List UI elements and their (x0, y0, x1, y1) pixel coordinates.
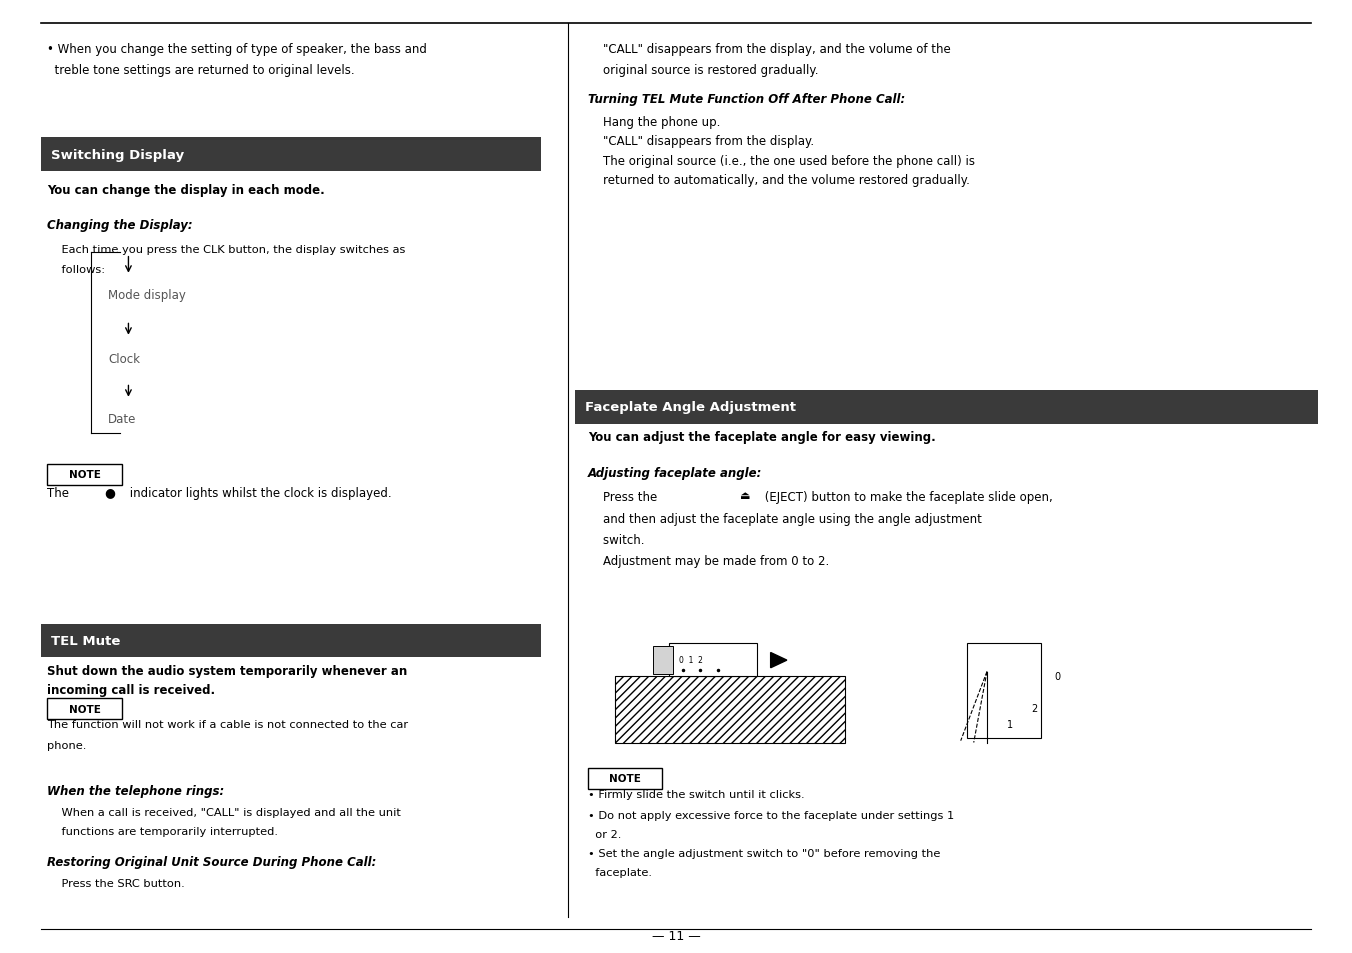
Text: switch.: switch. (588, 534, 645, 547)
Text: indicator lights whilst the clock is displayed.: indicator lights whilst the clock is dis… (126, 486, 391, 499)
Bar (47, 464, 122, 485)
Text: 2: 2 (1032, 703, 1038, 713)
Text: returned to automatically, and the volume restored gradually.: returned to automatically, and the volum… (588, 173, 969, 187)
Text: follows:: follows: (47, 265, 105, 274)
Text: TEL Mute: TEL Mute (51, 635, 120, 647)
Text: 1: 1 (1007, 720, 1014, 729)
Text: The original source (i.e., the one used before the phone call) is: The original source (i.e., the one used … (588, 154, 975, 168)
Text: • Do not apply excessive force to the faceplate under settings 1: • Do not apply excessive force to the fa… (588, 810, 955, 820)
Text: Turning TEL Mute Function Off After Phone Call:: Turning TEL Mute Function Off After Phon… (588, 92, 906, 106)
Bar (669, 643, 757, 677)
Text: • Set the angle adjustment switch to "0" before removing the: • Set the angle adjustment switch to "0"… (588, 848, 941, 858)
Text: 0: 0 (1055, 672, 1061, 681)
Text: original source is restored gradually.: original source is restored gradually. (588, 64, 818, 77)
Text: NOTE: NOTE (610, 774, 641, 783)
Bar (967, 643, 1041, 739)
Text: Shut down the audio system temporarily whenever an: Shut down the audio system temporarily w… (47, 664, 407, 678)
Text: Clock: Clock (108, 353, 141, 366)
Text: ●: ● (104, 486, 115, 499)
Text: "CALL" disappears from the display.: "CALL" disappears from the display. (588, 135, 814, 149)
Text: The function will not work if a cable is not connected to the car: The function will not work if a cable is… (47, 720, 408, 729)
Bar (588, 768, 662, 789)
Bar (615, 677, 845, 743)
Text: You can change the display in each mode.: You can change the display in each mode. (47, 184, 324, 197)
Text: phone.: phone. (47, 740, 87, 750)
Text: You can adjust the faceplate angle for easy viewing.: You can adjust the faceplate angle for e… (588, 431, 936, 444)
Text: The: The (47, 486, 73, 499)
Text: 0  1  2: 0 1 2 (679, 655, 703, 664)
Polygon shape (771, 653, 787, 668)
Text: Restoring Original Unit Source During Phone Call:: Restoring Original Unit Source During Ph… (47, 855, 377, 868)
Text: and then adjust the faceplate angle using the angle adjustment: and then adjust the faceplate angle usin… (588, 513, 982, 526)
Bar (41, 138, 541, 172)
Text: Adjustment may be made from 0 to 2.: Adjustment may be made from 0 to 2. (588, 555, 829, 568)
Text: ⏏: ⏏ (740, 491, 750, 500)
Text: "CALL" disappears from the display, and the volume of the: "CALL" disappears from the display, and … (588, 43, 950, 56)
Bar (653, 646, 673, 675)
Text: functions are temporarily interrupted.: functions are temporarily interrupted. (47, 826, 279, 836)
Bar (41, 624, 541, 658)
Bar (47, 699, 122, 720)
Text: NOTE: NOTE (69, 470, 100, 479)
Text: Switching Display: Switching Display (51, 149, 184, 161)
Text: Mode display: Mode display (108, 289, 187, 302)
Text: faceplate.: faceplate. (588, 867, 652, 877)
Text: Changing the Display:: Changing the Display: (47, 219, 193, 233)
Text: — 11 —: — 11 — (652, 929, 700, 943)
Text: treble tone settings are returned to original levels.: treble tone settings are returned to ori… (47, 64, 356, 77)
Text: • Firmly slide the switch until it clicks.: • Firmly slide the switch until it click… (588, 789, 804, 799)
Text: When the telephone rings:: When the telephone rings: (47, 784, 224, 798)
Text: or 2.: or 2. (588, 829, 622, 839)
Text: (EJECT) button to make the faceplate slide open,: (EJECT) button to make the faceplate sli… (761, 491, 1053, 504)
Text: Faceplate Angle Adjustment: Faceplate Angle Adjustment (585, 401, 796, 414)
Text: When a call is received, "CALL" is displayed and all the unit: When a call is received, "CALL" is displ… (47, 807, 402, 817)
Text: Adjusting faceplate angle:: Adjusting faceplate angle: (588, 467, 763, 480)
Text: NOTE: NOTE (69, 704, 100, 714)
Text: Date: Date (108, 413, 137, 426)
Text: Press the SRC button.: Press the SRC button. (47, 878, 185, 887)
Text: incoming call is received.: incoming call is received. (47, 683, 215, 697)
Text: • When you change the setting of type of speaker, the bass and: • When you change the setting of type of… (47, 43, 427, 56)
Text: Press the: Press the (588, 491, 661, 504)
Text: Hang the phone up.: Hang the phone up. (588, 116, 721, 130)
Bar (575, 391, 1318, 424)
Text: Each time you press the CLK button, the display switches as: Each time you press the CLK button, the … (47, 245, 406, 254)
